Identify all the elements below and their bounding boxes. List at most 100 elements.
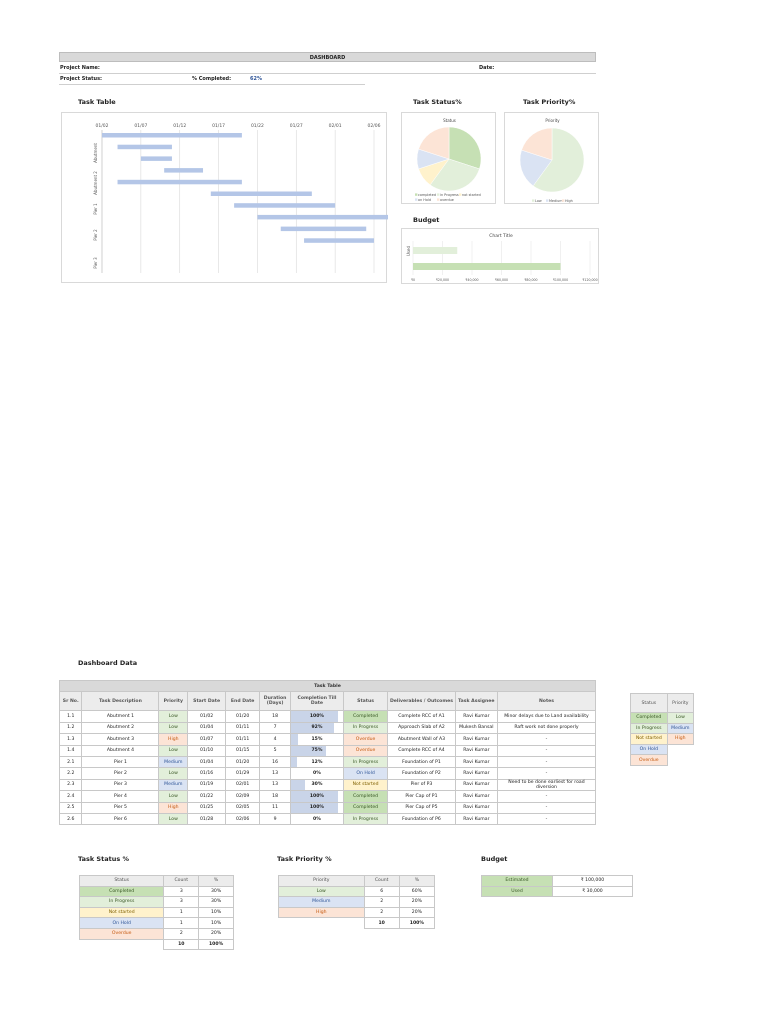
sr-no: 2.3 — [58, 778, 83, 792]
duration: 13 — [259, 778, 291, 792]
summary-total-spacer — [279, 918, 365, 929]
start-date: 01/04 — [187, 721, 227, 735]
gantt-group-label: Pier 3 — [93, 257, 98, 269]
priority-cell: Low — [158, 812, 189, 826]
column-header: Sr No. — [58, 691, 83, 712]
deliverables: Complete RCC of A1 — [387, 710, 456, 723]
legend-swatch — [437, 198, 440, 201]
start-date: 01/22 — [187, 790, 227, 803]
budget-value: ₹ 30,000 — [552, 885, 633, 898]
notes: - — [496, 801, 597, 814]
pie-slice — [519, 149, 553, 187]
project-status-row: Project Status: % Completed: 62% — [59, 74, 365, 85]
lookup-row: On Hold — [630, 743, 694, 756]
completion-cell: 12% — [289, 755, 344, 769]
completion-value: 0% — [313, 816, 321, 822]
sr-no: 2.1 — [58, 755, 83, 769]
budget-bar — [413, 247, 458, 254]
legend-swatch — [459, 193, 462, 196]
task-priority-pct-heading: Task Priority % — [277, 855, 332, 863]
deliverables: Approach Slab of A2 — [387, 721, 456, 735]
summary-label: High — [278, 906, 365, 919]
gantt-group-label: Pier 1 — [93, 203, 98, 215]
table-row: 1.3 Abutment 3 High 01/07 01/11 4 15% Overdue Ab… — [58, 733, 597, 746]
gantt-tick-label: 01/17 — [212, 123, 225, 129]
assignee: Ravi Kumar — [454, 790, 498, 803]
completion-cell: 15% — [289, 733, 344, 746]
assignee: Ravi Kumar — [454, 812, 498, 826]
end-date: 02/01 — [225, 778, 261, 792]
gantt-group-label: Abutment 2 — [93, 171, 98, 195]
pie-slice — [429, 158, 480, 192]
gantt-group-label: Abutment — [93, 143, 98, 163]
legend-swatch — [562, 199, 565, 202]
task-table-title: Task Table — [59, 679, 596, 693]
summary-label: Not started — [78, 906, 165, 919]
completion-value: 30% — [311, 782, 323, 788]
summary-pct: 30% — [198, 896, 234, 908]
status-cell: In Progress — [342, 721, 389, 735]
priority-summary-table: Priority Count% Low 6 60% Medium 2 20% High 2 20%… — [278, 875, 436, 929]
table-row: 2.3 Pier 3 Medium 01/19 02/01 13 30% Not starte… — [58, 778, 597, 792]
status-cell: In Progress — [342, 812, 389, 826]
sr-no: 2.6 — [58, 812, 83, 826]
completion-cell: 100% — [289, 801, 344, 814]
sr-no: 1.2 — [58, 721, 83, 735]
status-summary-table: Status Count% Completed 3 30% In Progress 3 30… — [78, 875, 234, 951]
priority-cell: Medium — [158, 755, 189, 769]
completion-value: 12% — [311, 759, 323, 765]
legend-label: completed — [418, 193, 436, 197]
summary-pct: 20% — [198, 927, 234, 940]
budget-tick-label: ₹20,000 — [436, 278, 449, 282]
task-table: Task Table Sr No. Task Description Priorit… — [58, 679, 597, 826]
legend-label: overdue — [440, 198, 454, 202]
table-row: 2.6 Pier 6 Low 01/28 02/06 9 0% In Progress Foun… — [58, 812, 597, 826]
date-label: Date: — [479, 65, 495, 71]
assignee: Ravi Kumar — [454, 710, 498, 723]
notes: - — [496, 790, 597, 803]
summary-row: Low 6 60% — [278, 885, 436, 898]
completion-bar — [290, 802, 338, 813]
task-priority-heading: Task Priority% — [523, 98, 576, 106]
deliverables: Foundation of P2 — [387, 767, 456, 780]
lookup-empty — [667, 744, 693, 755]
notes: Need to be done earliest for road divers… — [496, 778, 597, 792]
sr-no: 1.3 — [58, 733, 83, 746]
lookup-status: Completed — [630, 712, 668, 724]
summary-total-spacer — [80, 939, 164, 950]
project-status-label: Project Status: — [60, 76, 103, 82]
legend-label: Low — [535, 199, 542, 203]
summary-count: 2 — [163, 927, 200, 940]
summary-count: 6 — [363, 885, 400, 898]
duration: 5 — [259, 744, 291, 757]
column-header: Duration (Days) — [259, 691, 291, 712]
summary-header: Count — [363, 875, 400, 887]
notes: - — [496, 744, 597, 757]
completion-bar — [290, 756, 297, 768]
summary-count: 2 — [363, 906, 400, 919]
start-date: 01/25 — [187, 801, 227, 814]
completion-bar — [290, 745, 327, 756]
notes: - — [496, 755, 597, 769]
budget-bar — [413, 263, 561, 270]
gantt-bar — [304, 238, 374, 243]
legend-label: in Progress — [440, 193, 459, 197]
table-row: 2.2 Pier 2 Low 01/16 01/29 13 0% On Hold Foundat… — [58, 767, 597, 780]
end-date: 01/11 — [225, 733, 261, 746]
legend-swatch — [415, 198, 418, 201]
gantt-chart: 01/02 01/07 01/12 01/17 01/22 01/27 02/01 02/06… — [93, 123, 398, 273]
summary-header: % — [198, 875, 234, 887]
status-cell: Not started — [342, 778, 389, 792]
dashboard-data-heading: Dashboard Data — [78, 659, 138, 667]
duration: 16 — [259, 755, 291, 769]
summary-header: Priority — [278, 875, 365, 887]
lookup-status-header: Status — [630, 693, 668, 713]
gantt-tick-label: 01/12 — [173, 123, 186, 129]
table-row: 1.1 Abutment 1 Low 01/02 01/20 18 100% Complete… — [58, 710, 597, 723]
start-date: 01/04 — [187, 755, 227, 769]
pie-slice — [448, 126, 482, 170]
legend-label: not started — [462, 193, 481, 197]
task-description: Pier 3 — [81, 778, 160, 792]
budget-category-label: Used — [406, 246, 411, 256]
completion-cell: 92% — [289, 721, 344, 735]
